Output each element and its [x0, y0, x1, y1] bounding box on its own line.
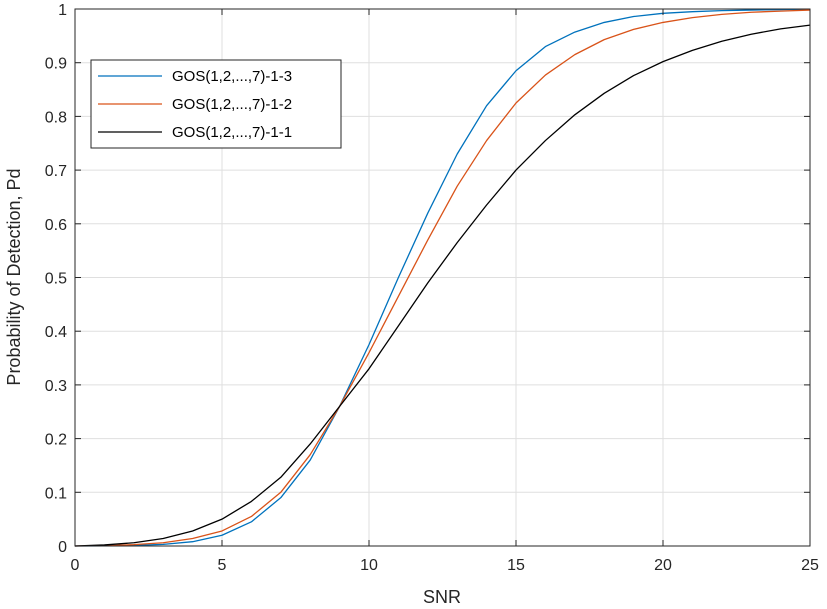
x-tick-label: 10: [360, 557, 378, 574]
x-tick-label: 25: [801, 557, 819, 574]
y-tick-label: 0: [58, 539, 67, 556]
y-tick-label: 0.2: [45, 432, 67, 449]
y-tick-label: 0.4: [45, 324, 67, 341]
series-lines: [74, 8, 811, 547]
y-tick-label: 0.8: [45, 109, 67, 126]
y-axis-label: Probability of Detection, Pd: [4, 168, 24, 385]
grid-lines: [74, 8, 811, 547]
y-tick-label: 0.9: [45, 56, 67, 73]
legend: GOS(1,2,...,7)-1-3 GOS(1,2,...,7)-1-2 GOS(…: [90, 59, 342, 149]
x-axis-label: SNR: [423, 587, 461, 607]
y-tick-label: 0.7: [45, 163, 67, 180]
y-tick-label: 0.6: [45, 217, 67, 234]
legend-label-3: GOS(1,2,...,7)-1-1: [172, 124, 292, 141]
x-tick-labels: 0 5 10 15 20 25: [71, 557, 819, 574]
x-tick-label: 5: [218, 557, 227, 574]
legend-label-1: GOS(1,2,...,7)-1-3: [172, 68, 292, 85]
legend-label-2: GOS(1,2,...,7)-1-2: [172, 96, 292, 113]
x-tick-label: 15: [507, 557, 525, 574]
series-line-3: [74, 24, 811, 547]
y-tick-labels: 0 0.1 0.2 0.3 0.4 0.5 0.6 0.7 0.8 0.9 1: [45, 2, 67, 556]
y-tick-label: 0.1: [45, 485, 67, 502]
y-tick-label: 0.5: [45, 271, 67, 288]
series-line-1: [74, 8, 811, 547]
y-tick-label: 0.3: [45, 378, 67, 395]
x-tick-label: 20: [654, 557, 672, 574]
axis-ticks: [74, 8, 811, 547]
series-line-2: [74, 9, 811, 547]
y-tick-label: 1: [58, 2, 67, 19]
x-tick-label: 0: [71, 557, 80, 574]
